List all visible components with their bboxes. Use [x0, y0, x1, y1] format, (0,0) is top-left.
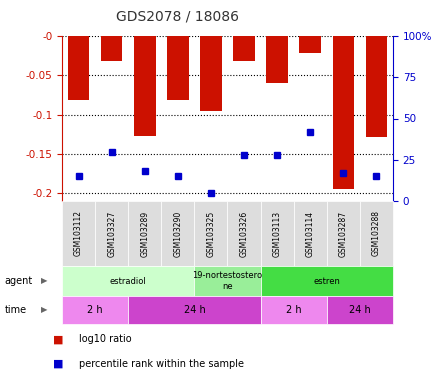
Text: 19-nortestostero
ne: 19-nortestostero ne — [192, 271, 262, 291]
Text: log10 ratio: log10 ratio — [79, 334, 132, 344]
Text: GSM103290: GSM103290 — [173, 210, 182, 257]
Bar — [299, 36, 320, 53]
Text: GSM103288: GSM103288 — [371, 210, 380, 257]
Text: 2 h: 2 h — [285, 305, 301, 315]
Text: ■: ■ — [53, 359, 64, 369]
Text: time: time — [4, 305, 26, 315]
Text: ▶: ▶ — [41, 306, 48, 314]
Text: GSM103112: GSM103112 — [74, 210, 83, 257]
Text: agent: agent — [4, 276, 33, 286]
Text: GDS2078 / 18086: GDS2078 / 18086 — [116, 9, 239, 23]
Bar — [233, 36, 254, 61]
Bar — [332, 36, 353, 189]
Text: 24 h: 24 h — [348, 305, 370, 315]
Text: GSM103114: GSM103114 — [305, 210, 314, 257]
Text: 24 h: 24 h — [183, 305, 205, 315]
Text: GSM103325: GSM103325 — [206, 210, 215, 257]
Text: GSM103326: GSM103326 — [239, 210, 248, 257]
Text: GSM103289: GSM103289 — [140, 210, 149, 257]
Text: GSM103113: GSM103113 — [272, 210, 281, 257]
Text: estradiol: estradiol — [109, 276, 146, 285]
Bar — [266, 36, 287, 83]
Text: ▶: ▶ — [41, 276, 48, 285]
Bar — [68, 36, 89, 101]
Text: 2 h: 2 h — [87, 305, 103, 315]
Bar — [365, 36, 386, 137]
Text: GSM103287: GSM103287 — [338, 210, 347, 257]
Bar — [167, 36, 188, 101]
Text: GSM103327: GSM103327 — [107, 210, 116, 257]
Bar — [134, 36, 155, 136]
Text: estren: estren — [312, 276, 339, 285]
Bar — [200, 36, 221, 111]
Bar — [101, 36, 122, 61]
Text: ■: ■ — [53, 334, 64, 344]
Text: percentile rank within the sample: percentile rank within the sample — [79, 359, 244, 369]
